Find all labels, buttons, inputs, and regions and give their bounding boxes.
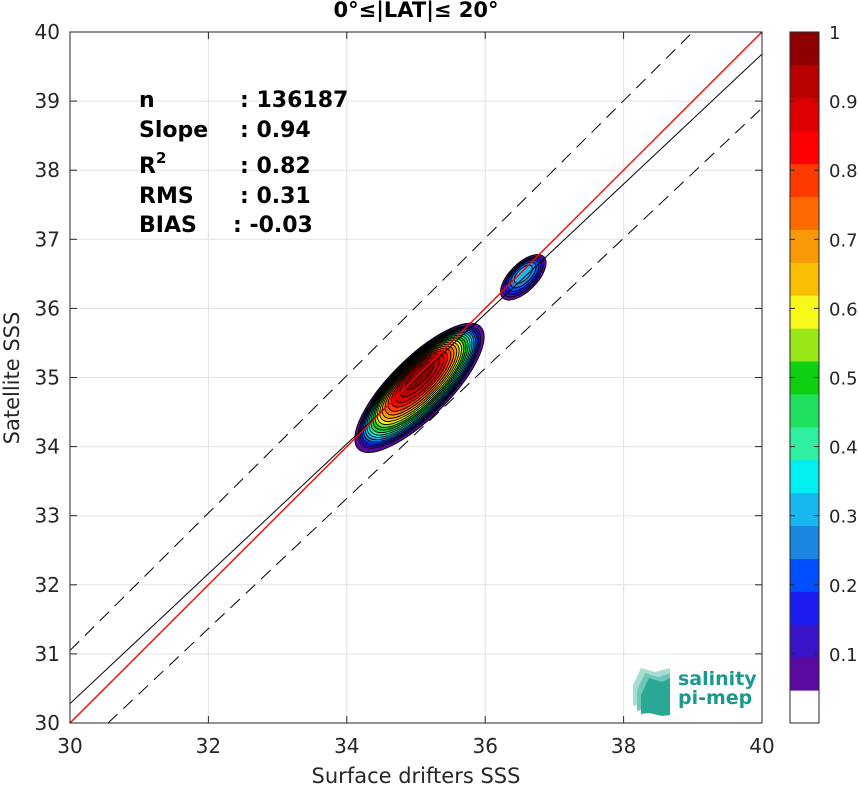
- colorbar-segment-2: [790, 624, 819, 658]
- stat-label-slope: Slope: [139, 118, 208, 143]
- density-contours: [354, 254, 547, 453]
- y-tick-label-37: 37: [35, 227, 60, 251]
- lower-bound-dashed-line: [107, 107, 762, 723]
- y-tick-label-33: 33: [35, 504, 60, 528]
- colorbar-segment-4: [790, 558, 819, 592]
- x-axis-label: Surface drifters SSS: [312, 764, 521, 786]
- colorbar-segment-16: [790, 163, 819, 198]
- x-tick-label-36: 36: [472, 734, 497, 758]
- stat-label-superscript: 2: [156, 149, 166, 167]
- salinity-pi-mep-logo: salinity pi-mep: [633, 668, 757, 716]
- colorbar-tick-label-0.2: 0.2: [829, 576, 858, 597]
- y-tick-label-40: 40: [35, 20, 60, 44]
- regression-line: [70, 53, 762, 705]
- colorbar: 0.1 0.2 0.3 0.4 0.5 0.6 0.7 0.8 0.9 1: [789, 23, 858, 724]
- colorbar-tick-label-0.6: 0.6: [829, 299, 858, 320]
- y-tick-label-32: 32: [35, 573, 60, 597]
- y-axis-label: Satellite SSS: [0, 312, 24, 445]
- y-tick-label-34: 34: [35, 435, 60, 459]
- stat-value-n: : 136187: [240, 88, 348, 113]
- colorbar-segment-13: [790, 262, 819, 296]
- colorbar-tick-label-0.4: 0.4: [829, 438, 858, 459]
- x-tick-label-32: 32: [196, 734, 221, 758]
- colorbar-segment-3: [790, 591, 819, 625]
- colorbar-tick-label-1: 1: [829, 23, 840, 44]
- colorbar-tick-label-0.7: 0.7: [829, 230, 858, 251]
- stat-value-slope: : 0.94: [240, 118, 311, 143]
- grid: [69, 31, 763, 724]
- logo-text-salinity: salinity: [678, 668, 757, 690]
- colorbar-segment-20: [790, 32, 819, 66]
- stat-value-bias: : -0.03: [233, 213, 313, 238]
- colorbar-segment-11: [790, 328, 819, 362]
- colorbar-tick-label-0.8: 0.8: [829, 161, 858, 182]
- colorbar-tick-label-0.5: 0.5: [829, 369, 858, 390]
- colorbar-segment-1: [790, 657, 819, 691]
- stat-label-rms: RMS: [139, 184, 194, 209]
- x-tick-label-40: 40: [749, 734, 774, 758]
- x-tick-label-38: 38: [611, 734, 636, 758]
- stat-label-bias: BIAS: [139, 213, 197, 238]
- wave-logo-icon: [633, 668, 670, 716]
- colorbar-segment-5: [790, 525, 819, 559]
- y-tick-label-36: 36: [35, 296, 60, 320]
- logo-text-pi-mep: pi-mep: [678, 687, 752, 709]
- colorbar-segment-9: [790, 393, 819, 428]
- y-tick-label-30: 30: [35, 711, 60, 735]
- stat-value-rms: : 0.31: [240, 184, 311, 209]
- colorbar-tick-label-0.1: 0.1: [829, 645, 858, 666]
- one-to-one-line: [70, 32, 762, 723]
- colorbar-segment-6: [790, 492, 819, 527]
- colorbar-tick-label-0.9: 0.9: [829, 92, 858, 113]
- colorbar-segment-19: [790, 64, 819, 99]
- colorbar-segment-0: [790, 690, 819, 724]
- colorbar-segment-18: [790, 97, 819, 132]
- stat-value-r: : 0.82: [240, 154, 311, 179]
- colorbar-segment-8: [790, 426, 819, 461]
- reference-lines: [70, 32, 762, 723]
- colorbar-segment-12: [790, 295, 819, 329]
- y-tick-label-35: 35: [35, 366, 60, 390]
- density-contour-1-level-6: [513, 264, 533, 284]
- colorbar-segment-14: [790, 229, 819, 263]
- y-axis-ticks: 30 31 32 33 34 35 36 37 38 39 40: [35, 20, 762, 735]
- x-tick-label-34: 34: [334, 734, 359, 758]
- y-tick-label-39: 39: [35, 89, 60, 113]
- colorbar-segment-7: [790, 459, 819, 494]
- colorbar-segment-15: [790, 196, 819, 230]
- chart-title: 0°≤|LAT|≤ 20°: [333, 0, 498, 23]
- colorbar-segment-17: [790, 130, 819, 165]
- colorbar-tick-label-0.3: 0.3: [829, 507, 858, 528]
- x-tick-label-30: 30: [57, 734, 82, 758]
- y-tick-label-38: 38: [35, 158, 60, 182]
- y-tick-label-31: 31: [35, 642, 60, 666]
- x-axis-ticks: 30 32 34 36 38 40: [57, 32, 775, 758]
- stat-label-n: n: [139, 88, 155, 113]
